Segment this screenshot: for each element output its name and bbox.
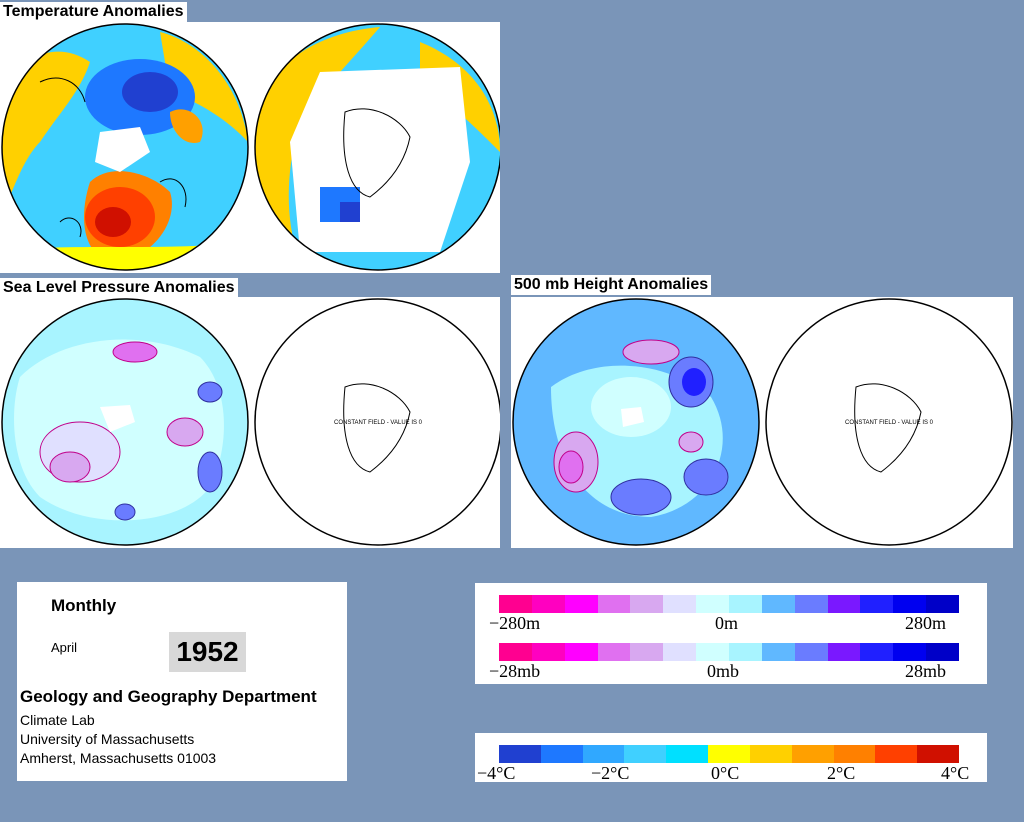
temperature-swatch-7	[749, 745, 792, 763]
slp-north-map	[2, 299, 248, 545]
temperature-scale-box: −4°C −2°C 0°C 2°C 4°C	[475, 733, 987, 782]
pressure-swatch-9	[761, 643, 795, 661]
height500-north-map	[513, 299, 759, 545]
department-label: Geology and Geography Department	[20, 687, 317, 706]
temp-tick-4: 2°C	[827, 763, 856, 783]
height-swatch-13	[893, 595, 927, 613]
slp-panel: CONSTANT FIELD - VALUE IS 0	[0, 297, 500, 548]
temp-tick-2: −2°C	[591, 763, 630, 783]
height-swatch-6	[663, 595, 697, 613]
temperature-south-map	[255, 24, 500, 270]
height500-constant-note: CONSTANT FIELD - VALUE IS 0	[845, 420, 934, 426]
pressure-swatch-14	[926, 643, 960, 661]
temperature-swatch-8	[791, 745, 834, 763]
pressure-mid-label: 0mb	[707, 661, 740, 681]
slp-maps: CONSTANT FIELD - VALUE IS 0	[1, 298, 500, 546]
temperature-swatch-10	[875, 745, 918, 763]
temperature-maps	[1, 23, 500, 271]
pressure-swatch-4	[597, 643, 631, 661]
university-label: University of Massachusetts	[20, 731, 195, 747]
temp-tick-5: 4°C	[941, 763, 970, 783]
height-swatch-7	[696, 595, 730, 613]
slp-south-map: CONSTANT FIELD - VALUE IS 0	[254, 298, 500, 546]
height-color-bar	[499, 595, 960, 613]
temperature-swatch-1	[499, 745, 541, 763]
pressure-swatch-2	[531, 643, 565, 661]
pressure-swatch-10	[794, 643, 828, 661]
year-label: 1952	[169, 632, 246, 672]
height-swatch-12	[860, 595, 894, 613]
month-label: April	[51, 640, 78, 655]
slp-title: Sea Level Pressure Anomalies	[0, 278, 238, 298]
pressure-swatch-8	[729, 643, 762, 661]
pressure-swatch-3	[564, 643, 598, 661]
pressure-swatch-1	[499, 643, 532, 661]
pressure-max-label: 28mb	[905, 661, 947, 681]
temperature-swatch-3	[582, 745, 625, 763]
anomaly-scale-box: −280m 0m 280m −28mb 0mb 28mb	[475, 583, 987, 684]
height-mid-label: 0m	[715, 613, 739, 633]
pressure-min-label: −28mb	[489, 661, 541, 681]
pressure-color-bar	[499, 643, 960, 661]
temperature-swatch-5	[666, 745, 709, 763]
height-swatch-8	[729, 595, 762, 613]
height-swatch-9	[761, 595, 795, 613]
pressure-swatch-5	[630, 643, 664, 661]
height-max-label: 280m	[905, 613, 947, 633]
height500-maps: CONSTANT FIELD - VALUE IS 0	[512, 298, 1013, 546]
temperature-panel	[0, 22, 500, 273]
height-swatch-14	[926, 595, 960, 613]
temperature-swatch-6	[708, 745, 750, 763]
temperature-title: Temperature Anomalies	[0, 2, 187, 22]
height-swatch-3	[564, 595, 598, 613]
period-label: Monthly	[51, 596, 117, 615]
height500-south-map: CONSTANT FIELD - VALUE IS 0	[765, 298, 1013, 546]
temp-tick-3: 0°C	[711, 763, 740, 783]
height-min-label: −280m	[489, 613, 541, 633]
slp-constant-note: CONSTANT FIELD - VALUE IS 0	[334, 420, 423, 426]
info-box: Monthly April 1952 Geology and Geography…	[17, 582, 347, 781]
temperature-swatch-9	[833, 745, 876, 763]
temperature-color-bar	[499, 745, 959, 763]
pressure-swatch-12	[860, 643, 894, 661]
address-label: Amherst, Massachusetts 01003	[20, 750, 217, 766]
height-swatch-11	[827, 595, 861, 613]
temp-tick-1: −4°C	[477, 763, 516, 783]
pressure-swatch-7	[696, 643, 730, 661]
pressure-swatch-13	[893, 643, 927, 661]
temperature-swatch-4	[624, 745, 667, 763]
pressure-swatch-11	[827, 643, 861, 661]
height-swatch-2	[531, 595, 565, 613]
height-swatch-4	[597, 595, 631, 613]
lab-label: Climate Lab	[20, 712, 95, 728]
height-swatch-1	[499, 595, 532, 613]
temperature-north-map	[2, 24, 248, 270]
height-swatch-10	[794, 595, 828, 613]
temperature-swatch-11	[917, 745, 959, 763]
pressure-swatch-6	[663, 643, 697, 661]
height-swatch-5	[630, 595, 664, 613]
height500-panel: CONSTANT FIELD - VALUE IS 0	[511, 297, 1013, 548]
height500-title: 500 mb Height Anomalies	[511, 275, 712, 295]
temperature-swatch-2	[540, 745, 583, 763]
